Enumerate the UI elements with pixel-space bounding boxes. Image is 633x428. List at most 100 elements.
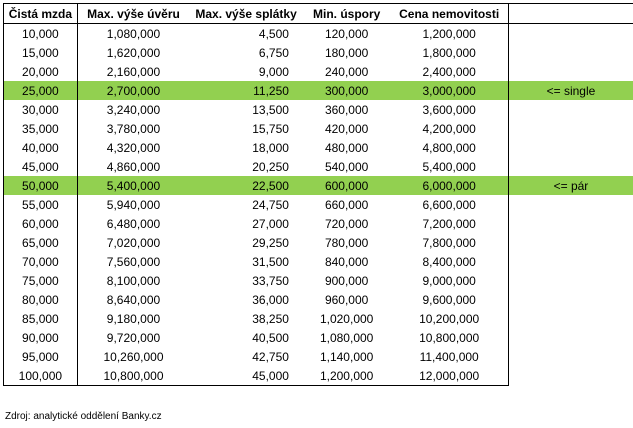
cell-min-uspory: 300,000 (302, 81, 391, 100)
cell-max-vyse-splatky: 24,750 (252, 197, 289, 212)
cell-min-uspory: 720,000 (324, 216, 369, 231)
table-row: 55,000 5,940,000 24,750 660,000 6,600,000 (3, 195, 633, 214)
table-row: 50,000 5,400,000 22,500 600,000 6,000,000 <= … (3, 176, 633, 195)
header-max-vyse-uveru: Max. výše úvěru (77, 3, 190, 24)
cell-cista-mzda: 40,000 (3, 138, 78, 157)
table-row: 40,000 4,320,000 18,000 480,000 4,800,000 (3, 138, 633, 157)
cell-max-vyse-uveru: 3,240,000 (106, 102, 161, 117)
row-note (508, 157, 633, 176)
cell-cista-mzda: 65,000 (3, 233, 78, 252)
row-note (508, 271, 633, 290)
cell-max-vyse-uveru: 10,800,000 (77, 366, 190, 386)
cell-cena-nemovitosti: 10,800,000 (390, 328, 509, 347)
row-note (508, 309, 633, 328)
cell-max-vyse-uveru: 2,160,000 (106, 64, 161, 79)
cell-max-vyse-uveru: 9,720,000 (106, 330, 161, 345)
cell-max-vyse-splatky: 20,250 (252, 159, 289, 174)
row-note (508, 252, 633, 271)
row-note: <= single (508, 81, 633, 100)
cell-cista-mzda: 90,000 (3, 328, 78, 347)
header-note-empty (508, 3, 633, 24)
row-note (508, 347, 633, 366)
cell-cena-nemovitosti: 9,000,000 (390, 271, 509, 290)
cell-cena-nemovitosti: 5,400,000 (390, 157, 509, 176)
cell-max-vyse-uveru: 4,320,000 (106, 140, 161, 155)
cell-max-vyse-uveru: 9,180,000 (106, 311, 161, 326)
cell-cena-nemovitosti: 8,400,000 (390, 252, 509, 271)
cell-min-uspory: 480,000 (324, 140, 369, 155)
table-row: 30,000 3,240,000 13,500 360,000 3,600,000 (3, 100, 633, 119)
cell-cista-mzda: 100,000 (3, 366, 78, 386)
cell-max-vyse-splatky: 27,000 (252, 216, 289, 231)
row-note (508, 290, 633, 309)
table-row: 100,000 10,800,000 45,000 1,200,000 12,000,0… (3, 366, 633, 386)
cell-cista-mzda: 35,000 (3, 119, 78, 138)
cell-min-uspory: 540,000 (324, 159, 369, 174)
cell-min-uspory: 1,080,000 (319, 330, 374, 345)
cell-min-uspory: 900,000 (324, 273, 369, 288)
row-note (508, 24, 633, 44)
cell-cista-mzda: 55,000 (3, 195, 78, 214)
cell-min-uspory: 660,000 (324, 197, 369, 212)
cell-cista-mzda: 15,000 (3, 43, 78, 62)
row-note (508, 43, 633, 62)
cell-cista-mzda: 45,000 (3, 157, 78, 176)
cell-min-uspory: 780,000 (324, 235, 369, 250)
cell-max-vyse-splatky: 42,750 (252, 349, 289, 364)
cell-cena-nemovitosti: 1,200,000 (390, 23, 509, 43)
cell-max-vyse-splatky: 36,000 (252, 292, 289, 307)
cell-max-vyse-uveru: 6,480,000 (106, 216, 161, 231)
table-row: 20,000 2,160,000 9,000 240,000 2,400,000 (3, 62, 633, 81)
cell-max-vyse-splatky: 6,750 (258, 45, 289, 60)
cell-max-vyse-splatky: 15,750 (252, 121, 289, 136)
cell-cista-mzda: 85,000 (3, 309, 78, 328)
cell-max-vyse-uveru: 7,560,000 (106, 254, 161, 269)
cell-max-vyse-uveru: 1,620,000 (106, 45, 161, 60)
cell-min-uspory: 600,000 (302, 176, 391, 195)
cell-max-vyse-splatky: 13,500 (252, 102, 289, 117)
cell-cena-nemovitosti: 3,000,000 (390, 81, 509, 100)
cell-max-vyse-splatky: 18,000 (252, 140, 289, 155)
cell-cista-mzda: 10,000 (3, 23, 78, 43)
cell-max-vyse-uveru: 3,780,000 (106, 121, 161, 136)
cell-max-vyse-uveru: 8,100,000 (106, 273, 161, 288)
table-row: 70,000 7,560,000 31,500 840,000 8,400,000 (3, 252, 633, 271)
cell-min-uspory: 960,000 (324, 292, 369, 307)
cell-max-vyse-uveru: 8,640,000 (106, 292, 161, 307)
cell-max-vyse-splatky: 22,500 (189, 176, 303, 195)
cell-cista-mzda: 75,000 (3, 271, 78, 290)
table-row: 80,000 8,640,000 36,000 960,000 9,600,000 (3, 290, 633, 309)
header-cista-mzda: Čistá mzda (3, 3, 78, 24)
cell-cista-mzda: 70,000 (3, 252, 78, 271)
row-note: <= pár (508, 176, 633, 195)
cell-cena-nemovitosti: 4,200,000 (390, 119, 509, 138)
cell-cena-nemovitosti: 9,600,000 (390, 290, 509, 309)
cell-min-uspory: 360,000 (324, 102, 369, 117)
cell-min-uspory: 1,200,000 (302, 366, 391, 386)
row-note (508, 195, 633, 214)
cell-min-uspory: 840,000 (324, 254, 369, 269)
cell-cista-mzda: 30,000 (3, 100, 78, 119)
table-row: 75,000 8,100,000 33,750 900,000 9,000,000 (3, 271, 633, 290)
cell-cena-nemovitosti: 11,400,000 (390, 347, 509, 366)
row-note (508, 119, 633, 138)
row-note (508, 100, 633, 119)
source-note: Zdroj: analytické oddělení Banky.cz (5, 411, 162, 422)
cell-cena-nemovitosti: 12,000,000 (390, 366, 509, 386)
cell-cena-nemovitosti: 7,800,000 (390, 233, 509, 252)
row-note (508, 62, 633, 81)
cell-max-vyse-uveru: 7,020,000 (106, 235, 161, 250)
mortgage-table: Čistá mzda Max. výše úvěru Max. výše spl… (3, 3, 633, 386)
cell-max-vyse-splatky: 33,750 (252, 273, 289, 288)
table-row: 35,000 3,780,000 15,750 420,000 4,200,000 (3, 119, 633, 138)
table-row: 65,000 7,020,000 29,250 780,000 7,800,000 (3, 233, 633, 252)
header-max-vyse-splatky: Max. výše splátky (189, 3, 303, 24)
table-row: 25,000 2,700,000 11,250 300,000 3,000,000 <= … (3, 81, 633, 100)
cell-min-uspory: 420,000 (324, 121, 369, 136)
cell-min-uspory: 120,000 (324, 26, 369, 41)
cell-cena-nemovitosti: 1,800,000 (390, 43, 509, 62)
row-note (508, 138, 633, 157)
cell-max-vyse-uveru: 5,400,000 (77, 176, 190, 195)
table-row: 95,000 10,260,000 42,750 1,140,000 11,400,00… (3, 347, 633, 366)
row-note (508, 366, 633, 386)
